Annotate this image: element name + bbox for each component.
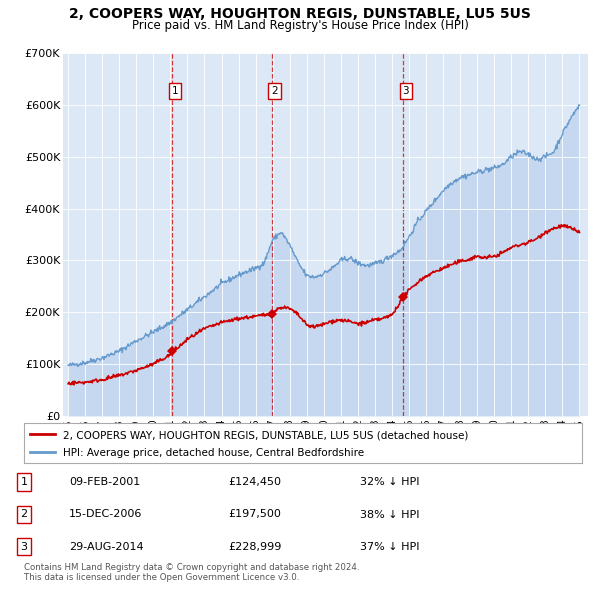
Text: 32% ↓ HPI: 32% ↓ HPI [360, 477, 419, 487]
Text: 3: 3 [20, 542, 28, 552]
Text: 09-FEB-2001: 09-FEB-2001 [69, 477, 140, 487]
Text: 2, COOPERS WAY, HOUGHTON REGIS, DUNSTABLE, LU5 5US (detached house): 2, COOPERS WAY, HOUGHTON REGIS, DUNSTABL… [63, 430, 469, 440]
Text: HPI: Average price, detached house, Central Bedfordshire: HPI: Average price, detached house, Cent… [63, 448, 364, 458]
Text: £124,450: £124,450 [228, 477, 281, 487]
Text: 1: 1 [172, 86, 178, 96]
Text: 2, COOPERS WAY, HOUGHTON REGIS, DUNSTABLE, LU5 5US: 2, COOPERS WAY, HOUGHTON REGIS, DUNSTABL… [69, 7, 531, 21]
Text: 37% ↓ HPI: 37% ↓ HPI [360, 542, 419, 552]
Text: 3: 3 [403, 86, 409, 96]
Text: Contains HM Land Registry data © Crown copyright and database right 2024.
This d: Contains HM Land Registry data © Crown c… [24, 563, 359, 582]
Text: 29-AUG-2014: 29-AUG-2014 [69, 542, 143, 552]
Text: 15-DEC-2006: 15-DEC-2006 [69, 510, 142, 519]
Text: £228,999: £228,999 [228, 542, 281, 552]
Text: 2: 2 [20, 510, 28, 519]
Text: 38% ↓ HPI: 38% ↓ HPI [360, 510, 419, 519]
Text: £197,500: £197,500 [228, 510, 281, 519]
Text: Price paid vs. HM Land Registry's House Price Index (HPI): Price paid vs. HM Land Registry's House … [131, 19, 469, 32]
Text: 2: 2 [271, 86, 278, 96]
Text: 1: 1 [20, 477, 28, 487]
